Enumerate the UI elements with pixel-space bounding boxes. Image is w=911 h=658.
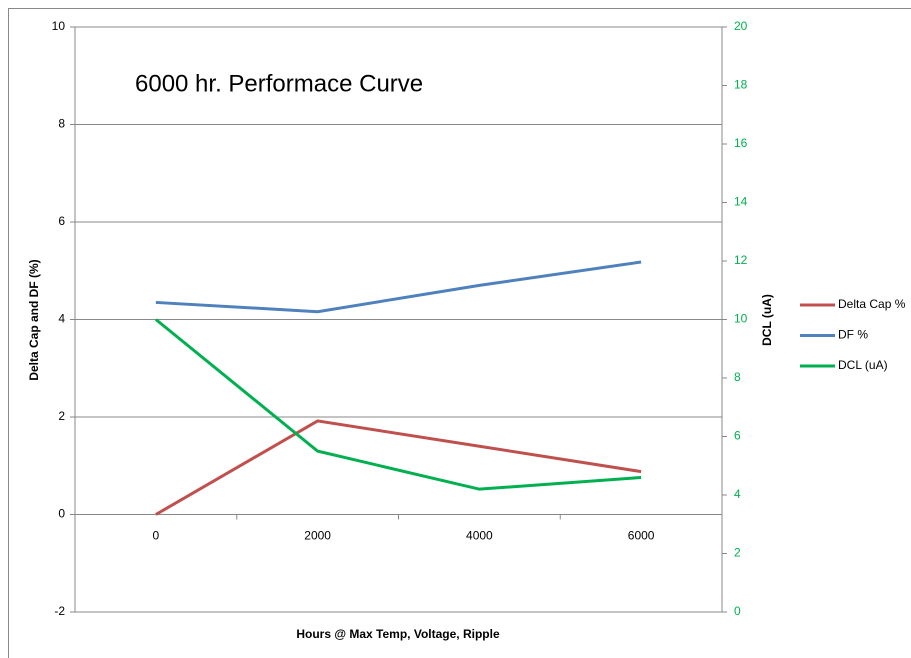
y2-tick-label: 2: [734, 546, 741, 560]
y2-tick-label: 20: [734, 19, 748, 33]
x-tick-label: 2000: [304, 529, 331, 543]
y-tick-label: 8: [58, 117, 65, 131]
y2-tick-label: 8: [734, 370, 741, 384]
y-tick-label: 4: [58, 312, 65, 326]
y-axis-label: Delta Cap and DF (%): [27, 259, 41, 380]
y2-tick-label: 10: [734, 312, 748, 326]
series-line: [154, 318, 642, 491]
y-tick-label: -2: [54, 604, 65, 618]
x-axis-label: Hours @ Max Temp, Voltage, Ripple: [296, 627, 500, 641]
y2-tick-label: 6: [734, 429, 741, 443]
legend-label: DCL (uA): [838, 358, 888, 372]
y-tick-label: 6: [58, 214, 65, 228]
y2-tick-label: 12: [734, 253, 748, 267]
x-tick-label: 0: [153, 529, 160, 543]
y-tick-label: 10: [52, 19, 66, 33]
y2-tick-label: 4: [734, 487, 741, 501]
x-tick-label: 6000: [628, 529, 655, 543]
y-tick-label: 2: [58, 409, 65, 423]
chart-frame: [8, 8, 911, 658]
y2-axis-label: DCL (uA): [760, 294, 774, 346]
legend-label: Delta Cap %: [838, 297, 906, 311]
legend-label: DF %: [838, 328, 868, 342]
series-line: [155, 419, 642, 516]
series-line: [155, 260, 642, 314]
y-tick-label: 0: [58, 507, 65, 521]
y2-tick-label: 0: [734, 604, 741, 618]
x-tick-label: 4000: [466, 529, 493, 543]
chart-title: 6000 hr. Performace Curve: [135, 70, 423, 97]
y2-tick-label: 18: [734, 78, 748, 92]
y2-tick-label: 14: [734, 195, 748, 209]
y2-tick-label: 16: [734, 136, 748, 150]
